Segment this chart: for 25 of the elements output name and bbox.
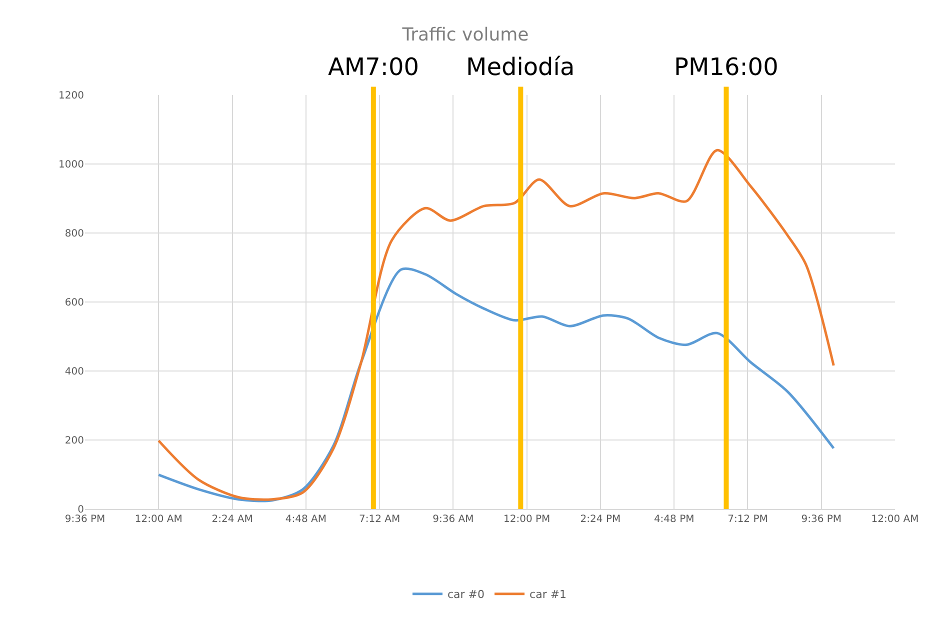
legend-label: car #1 <box>530 588 567 602</box>
x-tick-label: 7:12 PM <box>728 514 768 525</box>
y-tick-label: 200 <box>64 436 84 446</box>
x-tick-label: 9:36 PM <box>801 514 842 525</box>
y-tick-label: 800 <box>64 228 84 240</box>
ref-line-label: Mediodía <box>466 53 575 81</box>
y-tick-label: 0 <box>78 504 84 516</box>
ref-line-label: AM7:00 <box>328 53 420 81</box>
legend-label: car #0 <box>448 588 485 602</box>
y-tick-label: 600 <box>64 298 84 308</box>
x-tick-label: 9:36 AM <box>432 514 474 525</box>
x-tick-label: 12:00 AM <box>871 514 919 525</box>
chart-title: Traffic volume <box>401 24 529 46</box>
y-tick-label: 1000 <box>58 160 84 170</box>
x-tick-label: 2:24 AM <box>212 514 253 525</box>
x-tick-label: 12:00 PM <box>503 514 550 525</box>
x-tick-label: 4:48 PM <box>654 514 694 525</box>
x-tick-label: 2:24 PM <box>580 514 621 525</box>
x-tick-label: 4:48 AM <box>285 514 326 525</box>
y-tick-label: 1200 <box>58 90 84 102</box>
x-tick-label: 7:12 AM <box>358 514 400 525</box>
x-tick-label: 12:00 AM <box>134 514 182 525</box>
y-tick-label: 400 <box>64 366 84 378</box>
ref-line-label: PM16:00 <box>674 53 778 81</box>
x-tick-label: 9:36 PM <box>64 514 106 525</box>
